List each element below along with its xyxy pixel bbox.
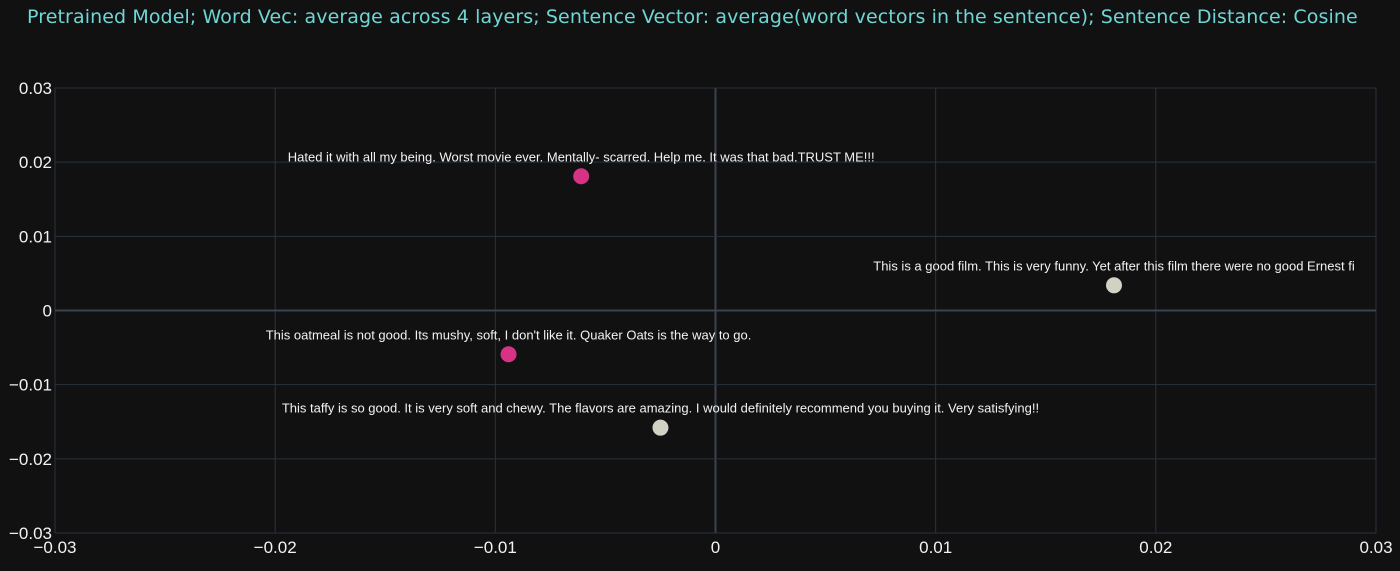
x-tick-label: 0.02 bbox=[1139, 538, 1172, 557]
point-label: This is a good film. This is very funny.… bbox=[873, 258, 1355, 273]
y-tick-label: −0.03 bbox=[9, 524, 52, 543]
data-point[interactable] bbox=[500, 346, 517, 363]
y-tick-label: 0 bbox=[43, 302, 52, 321]
y-tick-label: 0.03 bbox=[19, 79, 52, 98]
point-label: This oatmeal is not good. Its mushy, sof… bbox=[266, 327, 752, 342]
x-tick-label: −0.03 bbox=[33, 538, 76, 557]
x-tick-label: −0.02 bbox=[254, 538, 297, 557]
x-tick-label: 0.03 bbox=[1359, 538, 1392, 557]
y-tick-label: 0.01 bbox=[19, 227, 52, 246]
y-tick-label: −0.02 bbox=[9, 450, 52, 469]
y-tick-label: 0.02 bbox=[19, 153, 52, 172]
x-tick-label: 0 bbox=[711, 538, 720, 557]
x-tick-label: −0.01 bbox=[474, 538, 517, 557]
point-label: Hated it with all my being. Worst movie … bbox=[288, 149, 875, 164]
y-tick-label: −0.01 bbox=[9, 376, 52, 395]
chart-title: Pretrained Model; Word Vec: average acro… bbox=[27, 6, 1358, 28]
data-point[interactable] bbox=[652, 419, 669, 436]
data-point[interactable] bbox=[1106, 277, 1123, 294]
data-point[interactable] bbox=[573, 168, 590, 185]
point-label: This taffy is so good. It is very soft a… bbox=[282, 401, 1039, 416]
x-tick-label: 0.01 bbox=[919, 538, 952, 557]
